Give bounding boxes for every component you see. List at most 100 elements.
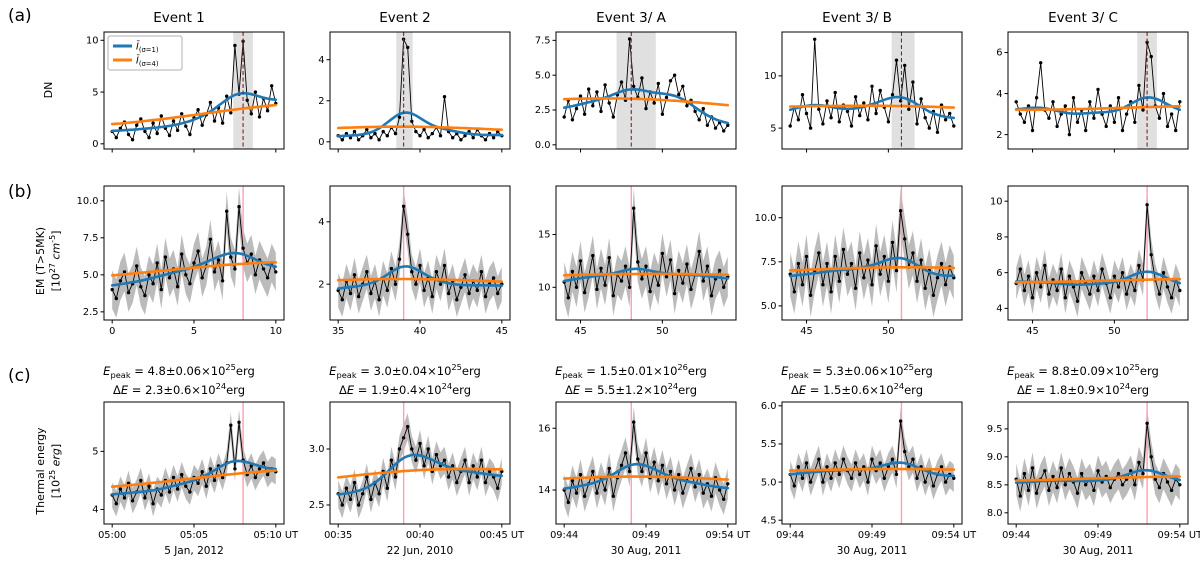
delta-e-annotation: ΔE = 1.5±0.6×1024erg xyxy=(790,381,924,398)
energy-annotations-event3b: Epeak = 5.3±0.06×1025erg ΔE = 1.5±0.6×10… xyxy=(746,362,968,398)
panel-title-event3a: Event 3/ A xyxy=(596,10,666,26)
axis-ticks: 0 5 10 xyxy=(86,35,277,153)
panel-em-event3a: 10 15 45 50 xyxy=(520,182,742,340)
panel-energy-event2: Epeak = 3.0±0.04×1025erg ΔE = 1.9±0.4×10… xyxy=(294,362,525,557)
y-tick-label: 4 xyxy=(318,217,324,228)
smooth-sigma4-line xyxy=(336,277,504,283)
y-tick-label: 5.0 xyxy=(761,477,777,488)
axis-ticks: 0.0 2.5 5.0 7.5 xyxy=(535,36,663,153)
panel-title-event1: Event 1 xyxy=(153,10,205,26)
smooth-sigma4-line xyxy=(562,97,730,107)
row-label-b: (b) xyxy=(8,182,33,202)
legend-label: Ī(σ=4) xyxy=(136,56,159,68)
axis-ticks: 5 10 xyxy=(764,71,889,153)
panel-dn-event3a: Event 3/ A 0.0 2.5 5.0 7.5 xyxy=(520,6,742,156)
axis-ticks: 5.0 7.5 10.0 45 50 xyxy=(755,213,895,337)
y-tick-label: 6 xyxy=(996,48,1002,59)
y-tick-label: 3.0 xyxy=(309,444,325,455)
row-label-a: (a) xyxy=(8,6,32,26)
x-axis-date-event2: 22 Jun, 2010 xyxy=(386,545,454,557)
x-tick-label: 09:49 xyxy=(858,530,886,541)
error-band xyxy=(564,188,728,318)
plot-dn-event1: 0 5 10 Ī(σ=1) Ī(σ=4) xyxy=(86,31,285,153)
smooth-sigma4-line xyxy=(788,467,956,472)
epeak-annotation: Epeak = 3.0±0.04×1025erg xyxy=(329,362,481,381)
smooth-sigma4-line xyxy=(336,125,504,131)
smooth-sigma4-line xyxy=(1014,104,1182,112)
x-tick-label: 50 xyxy=(882,326,894,337)
plot-em-event1: 2.5 5.0 7.5 10.0 0 5 10 xyxy=(77,185,285,337)
axis-frame xyxy=(1007,31,1189,150)
x-tick-label: 45 xyxy=(1026,326,1038,337)
axis-ticks: 4 5 05:00 05:05 05:10 UT xyxy=(92,447,299,541)
x-tick-label: 00:40 xyxy=(406,530,434,541)
y-tick-label: 0 xyxy=(318,137,324,148)
axis-frame xyxy=(329,31,511,150)
data-points xyxy=(336,424,504,507)
panel-em-event3c: 4 6 8 10 45 50 xyxy=(972,182,1194,340)
row-dn-panels: Event 1 0 5 10 Ī(σ=1) Ī(σ=4) Event 2 0 2 4 Eve… xyxy=(68,6,1194,156)
plot-dn-event3b: 5 10 xyxy=(764,31,963,153)
y-tick-label: 9.5 xyxy=(987,424,1003,435)
y-tick-label: 10.0 xyxy=(755,213,777,224)
plot-em-event3c: 4 6 8 10 45 50 xyxy=(990,185,1189,337)
smooth-sigma1-line xyxy=(336,265,504,290)
axis-frame xyxy=(555,185,737,321)
data-points xyxy=(336,37,504,142)
x-tick-label: 09:49 xyxy=(632,530,660,541)
x-tick-label: 09:44 xyxy=(1002,530,1030,541)
data-points xyxy=(562,206,730,300)
smooth-sigma1-line xyxy=(336,453,504,496)
panel-dn-event3b: Event 3/ B 5 10 xyxy=(746,6,968,156)
y-axis-label-em-text: EM (T>5MK) [1027 cm-5] xyxy=(33,226,63,296)
axis-frame xyxy=(555,31,737,150)
x-tick-label: 09:54 UT xyxy=(1158,530,1200,541)
energy-annotations-event2: Epeak = 3.0±0.04×1025erg ΔE = 1.9±0.4×10… xyxy=(294,362,516,398)
axis-ticks: 10 15 45 50 xyxy=(538,230,669,337)
y-tick-label: 4 xyxy=(996,89,1002,100)
x-tick-label: 50 xyxy=(1108,326,1120,337)
error-band xyxy=(564,406,728,518)
y-axis-label-dn-text: DN xyxy=(41,81,55,99)
epeak-annotation: Epeak = 1.5±0.01×1026erg xyxy=(555,362,707,381)
panel-em-event1: 2.5 5.0 7.5 10.0 0 5 10 xyxy=(68,182,290,340)
y-tick-label: 6.0 xyxy=(761,401,777,412)
x-tick-label: 50 xyxy=(656,326,668,337)
plot-em-event3b: 5.0 7.5 10.0 45 50 xyxy=(755,185,963,337)
y-tick-label: 16 xyxy=(538,423,550,434)
epeak-annotation: Epeak = 4.8±0.06×1025erg xyxy=(103,362,255,381)
axis-ticks: 4 6 8 10 45 50 xyxy=(990,196,1121,337)
smooth-sigma1-line xyxy=(110,459,278,496)
axis-frame xyxy=(781,185,963,321)
y-tick-label: 9.0 xyxy=(987,452,1003,463)
y-tick-label: 15 xyxy=(538,230,550,241)
panel-title-event3b: Event 3/ B xyxy=(822,10,892,26)
y-tick-label: 10 xyxy=(764,71,776,82)
data-series xyxy=(337,37,503,141)
panel-em-event2: 2 4 35 40 45 xyxy=(294,182,516,340)
panel-energy-event1: Epeak = 4.8±0.06×1025erg ΔE = 2.3±0.6×10… xyxy=(68,362,299,557)
legend-label: Ī(σ=1) xyxy=(136,42,159,54)
plot-dn-event3a: 0.0 2.5 5.0 7.5 xyxy=(535,31,737,153)
error-band xyxy=(1016,407,1180,512)
plot-dn-event3c: 2 4 6 xyxy=(996,31,1189,153)
plot-energy-event3a: 14 16 09:44 09:49 09:54 UT xyxy=(538,401,751,541)
y-tick-label: 2.5 xyxy=(83,307,99,318)
y-tick-label: 2.5 xyxy=(309,500,325,511)
plot-dn-event2: 0 2 4 xyxy=(318,31,511,153)
smooth-sigma1-line xyxy=(562,87,730,125)
axis-ticks: 2.5 3.0 00:35 00:40 00:45 UT xyxy=(309,444,525,541)
y-tick-label: 5 xyxy=(92,447,98,458)
figure: (a) DN Event 1 0 5 10 Ī(σ=1) Ī(σ=4) Event 2 … xyxy=(2,6,1200,557)
row-dn: (a) DN Event 1 0 5 10 Ī(σ=1) Ī(σ=4) Event 2 … xyxy=(2,6,1198,156)
smooth-sigma1-line xyxy=(562,462,730,490)
y-tick-label: 4 xyxy=(318,55,324,66)
smooth-sigma4-line xyxy=(110,469,278,488)
row-em: (b) EM (T>5MK) [1027 cm-5] 2.5 5.0 7.5 10.0 0… xyxy=(2,182,1198,340)
x-tick-label: 10 xyxy=(270,326,282,337)
y-tick-label: 10 xyxy=(538,282,550,293)
smooth-sigma4-line xyxy=(788,104,956,109)
x-axis-date-event3c: 30 Aug, 2011 xyxy=(1062,545,1134,557)
y-tick-label: 8 xyxy=(996,232,1002,243)
panel-dn-event3c: Event 3/ C 2 4 6 xyxy=(972,6,1194,156)
